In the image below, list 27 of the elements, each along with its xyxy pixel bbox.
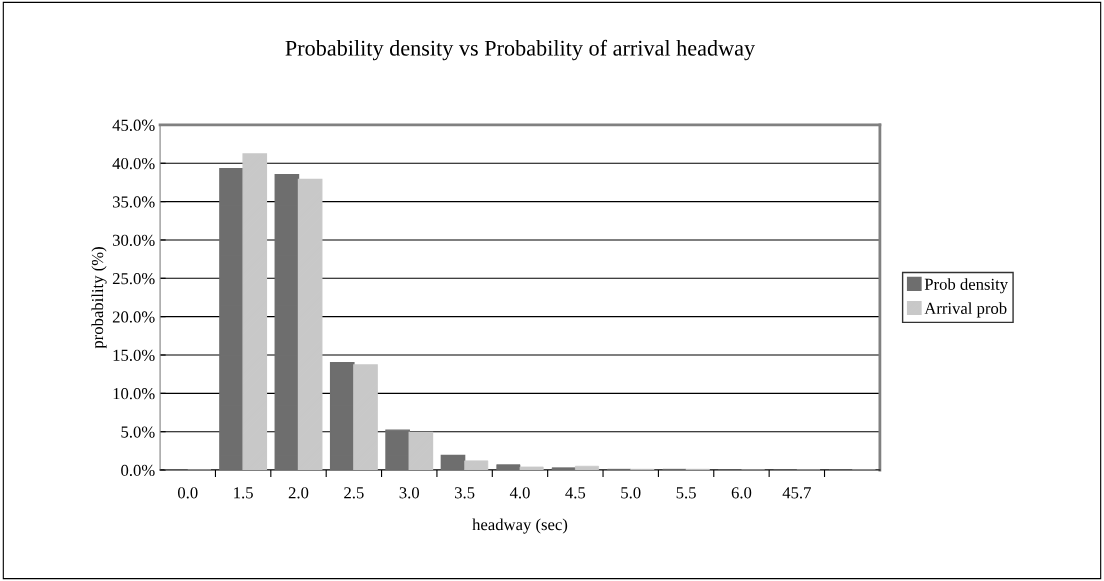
x-tick-label: 3.5 bbox=[454, 487, 475, 499]
x-tick-label: 0.0 bbox=[177, 487, 198, 499]
x-tick-label: 5.5 bbox=[676, 487, 696, 499]
x-tick-label: 45.7 bbox=[782, 487, 811, 499]
y-tick-label: 35.0% bbox=[112, 196, 155, 208]
x-tick-label: 2.0 bbox=[288, 487, 309, 499]
x-tick-label: 4.0 bbox=[509, 487, 530, 499]
y-tick-label: 5.0% bbox=[121, 426, 155, 438]
legend-label: Arrival prob bbox=[924, 302, 1007, 318]
chart-title: Probability density vs Probability of arrival headway bbox=[285, 39, 756, 61]
y-tick-label: 20.0% bbox=[112, 311, 155, 323]
y-tick-label: 25.0% bbox=[112, 273, 155, 285]
y-tick-label: 45.0% bbox=[112, 119, 155, 131]
y-tick-label: 15.0% bbox=[113, 349, 155, 362]
y-tick-label: 30.0% bbox=[112, 234, 155, 246]
y-tick-label: 0.0% bbox=[121, 464, 155, 477]
x-tick-label: 5.0 bbox=[621, 487, 641, 499]
legend-label: Prob density bbox=[924, 278, 1009, 294]
x-tick-label: 4.5 bbox=[565, 487, 586, 499]
x-tick-label: 2.5 bbox=[344, 487, 364, 499]
y-tick-label: 10.0% bbox=[113, 388, 155, 400]
x-tick-label: 6.0 bbox=[731, 487, 752, 499]
y-tick-label: 40.0% bbox=[112, 157, 155, 170]
x-tick-label: 1.5 bbox=[234, 487, 253, 499]
y-axis-title: probability (%) bbox=[91, 247, 107, 349]
x-axis-title: headway (sec) bbox=[472, 518, 568, 534]
x-tick-label: 3.0 bbox=[399, 487, 420, 499]
